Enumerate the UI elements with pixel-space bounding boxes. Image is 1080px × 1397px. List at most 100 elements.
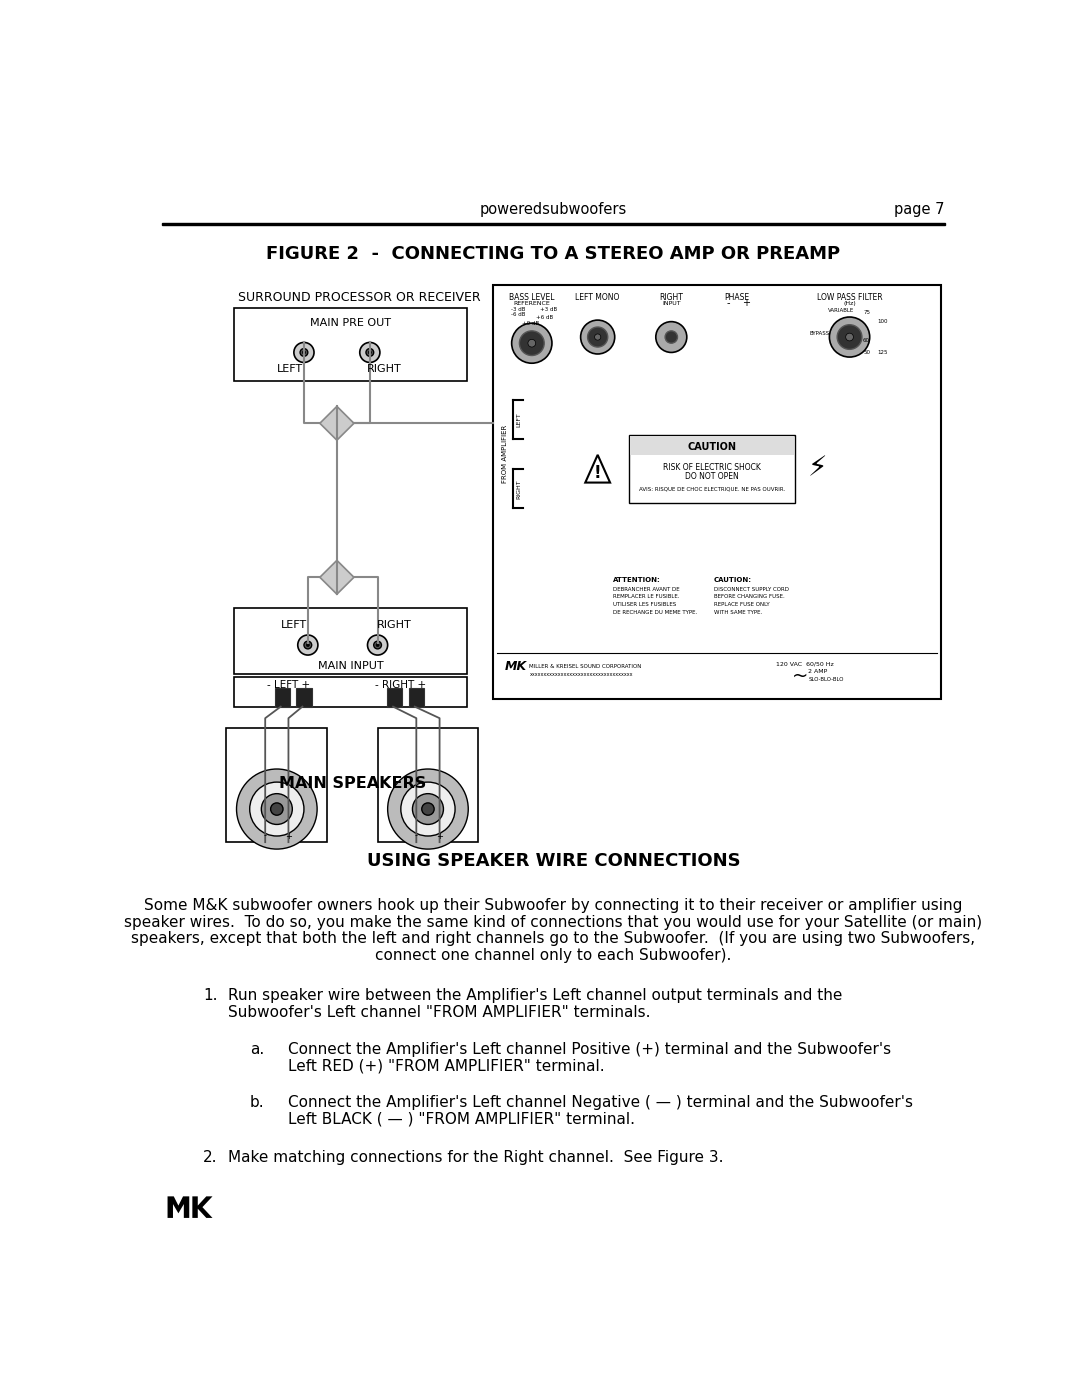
Text: 50: 50 xyxy=(863,349,870,355)
Polygon shape xyxy=(320,560,354,594)
Text: Run speaker wire between the Amplifier's Left channel output terminals and the: Run speaker wire between the Amplifier's… xyxy=(228,989,842,1003)
Text: DO NOT OPEN: DO NOT OPEN xyxy=(685,472,739,481)
Text: 60: 60 xyxy=(863,338,870,344)
Text: FROM AMPLIFIER: FROM AMPLIFIER xyxy=(502,425,509,483)
Text: 75: 75 xyxy=(863,310,870,314)
Text: LOW PASS FILTER: LOW PASS FILTER xyxy=(816,292,882,302)
Text: LEFT: LEFT xyxy=(276,365,303,374)
Text: poweredsubwoofers: poweredsubwoofers xyxy=(480,203,627,218)
Text: +6 dB: +6 dB xyxy=(537,316,554,320)
Text: MAIN INPUT: MAIN INPUT xyxy=(318,661,383,671)
Circle shape xyxy=(303,641,312,648)
Text: WITH SAME TYPE.: WITH SAME TYPE. xyxy=(714,609,762,615)
Text: -: - xyxy=(726,298,730,309)
Circle shape xyxy=(298,636,318,655)
Circle shape xyxy=(413,793,444,824)
Text: LEFT: LEFT xyxy=(281,620,307,630)
Text: -6 dB: -6 dB xyxy=(511,312,525,317)
Polygon shape xyxy=(192,1196,213,1218)
Bar xyxy=(408,689,424,707)
Text: Connect the Amplifier's Left channel Positive (+) terminal and the Subwoofer's: Connect the Amplifier's Left channel Pos… xyxy=(288,1042,892,1056)
Text: FIGURE 2  -  CONNECTING TO A STEREO AMP OR PREAMP: FIGURE 2 - CONNECTING TO A STEREO AMP OR… xyxy=(267,244,840,263)
Text: BEFORE CHANGING FUSE.: BEFORE CHANGING FUSE. xyxy=(714,594,785,599)
Bar xyxy=(162,224,945,225)
Text: 1.: 1. xyxy=(203,989,218,1003)
Text: LEFT: LEFT xyxy=(516,412,522,427)
Text: MILLER & KREISEL SOUND CORPORATION: MILLER & KREISEL SOUND CORPORATION xyxy=(529,664,642,669)
Text: 125: 125 xyxy=(877,349,888,355)
Text: -: - xyxy=(264,831,267,841)
Text: DEBRANCHER AVANT DE: DEBRANCHER AVANT DE xyxy=(613,587,679,591)
Bar xyxy=(629,434,795,503)
Bar xyxy=(234,608,467,673)
Circle shape xyxy=(294,342,314,362)
Text: BASS LEVEL: BASS LEVEL xyxy=(509,292,554,302)
Circle shape xyxy=(656,321,687,352)
Text: MAIN PRE OUT: MAIN PRE OUT xyxy=(310,319,391,328)
Text: USING SPEAKER WIRE CONNECTIONS: USING SPEAKER WIRE CONNECTIONS xyxy=(367,852,740,870)
Text: +: + xyxy=(285,831,292,841)
Text: REMPLACER LE FUSIBLE.: REMPLACER LE FUSIBLE. xyxy=(613,594,679,599)
Text: speakers, except that both the left and right channels go to the Subwoofer.  (If: speakers, except that both the left and … xyxy=(132,932,975,947)
Text: +: + xyxy=(436,831,443,841)
Text: - RIGHT +: - RIGHT + xyxy=(375,680,427,690)
Text: DE RECHANGE DU MEME TYPE.: DE RECHANGE DU MEME TYPE. xyxy=(613,609,698,615)
Text: +9 dB: +9 dB xyxy=(523,321,540,326)
Circle shape xyxy=(581,320,615,353)
Text: PHASE: PHASE xyxy=(725,292,750,302)
Text: UTILISER LES FUSIBLES: UTILISER LES FUSIBLES xyxy=(613,602,676,606)
Text: (Hz): (Hz) xyxy=(843,300,856,306)
Bar xyxy=(274,689,291,707)
Text: RIGHT: RIGHT xyxy=(660,292,684,302)
Bar xyxy=(494,285,941,698)
Bar xyxy=(378,728,478,842)
Bar xyxy=(387,689,403,707)
Circle shape xyxy=(302,351,306,353)
Circle shape xyxy=(307,644,309,647)
Text: SURROUND PROCESSOR OR RECEIVER: SURROUND PROCESSOR OR RECEIVER xyxy=(238,291,481,303)
Text: 2.: 2. xyxy=(203,1150,218,1165)
Circle shape xyxy=(261,793,293,824)
Circle shape xyxy=(388,768,469,849)
Bar xyxy=(296,689,312,707)
Text: AVIS: RISQUE DE CHOC ELECTRIQUE. NE PAS OUVRIR.: AVIS: RISQUE DE CHOC ELECTRIQUE. NE PAS … xyxy=(639,486,785,492)
Text: b.: b. xyxy=(249,1095,265,1109)
Circle shape xyxy=(595,334,600,339)
Circle shape xyxy=(367,636,388,655)
Text: MAIN SPEAKERS: MAIN SPEAKERS xyxy=(279,777,426,791)
Text: RIGHT: RIGHT xyxy=(377,620,411,630)
Text: BYPASS: BYPASS xyxy=(810,331,831,335)
Circle shape xyxy=(300,349,308,356)
Polygon shape xyxy=(167,1196,189,1218)
Circle shape xyxy=(846,334,853,341)
Polygon shape xyxy=(320,407,354,440)
Text: +3 dB: +3 dB xyxy=(540,307,556,312)
Text: SLO-BLO-BLO: SLO-BLO-BLO xyxy=(809,678,843,682)
Text: CAUTION: CAUTION xyxy=(688,441,737,453)
Text: RIGHT: RIGHT xyxy=(516,479,522,499)
Circle shape xyxy=(368,351,372,353)
Text: speaker wires.  To do so, you make the same kind of connections that you would u: speaker wires. To do so, you make the sa… xyxy=(124,915,983,929)
Circle shape xyxy=(422,803,434,816)
Text: REFERENCE: REFERENCE xyxy=(513,300,550,306)
Text: !: ! xyxy=(594,464,602,482)
Text: RIGHT: RIGHT xyxy=(366,365,401,374)
Text: ⚡: ⚡ xyxy=(807,454,827,483)
Bar xyxy=(234,678,467,707)
Text: - LEFT +: - LEFT + xyxy=(267,680,310,690)
Circle shape xyxy=(376,644,379,647)
Circle shape xyxy=(837,324,862,349)
Circle shape xyxy=(512,323,552,363)
Circle shape xyxy=(588,327,608,346)
Text: 100: 100 xyxy=(877,319,888,324)
Text: REPLACE FUSE ONLY: REPLACE FUSE ONLY xyxy=(714,602,770,606)
Text: Connect the Amplifier's Left channel Negative ( — ) terminal and the Subwoofer's: Connect the Amplifier's Left channel Neg… xyxy=(288,1095,914,1109)
Text: Left BLACK ( — ) "FROM AMPLIFIER" terminal.: Left BLACK ( — ) "FROM AMPLIFIER" termin… xyxy=(288,1112,635,1126)
Circle shape xyxy=(528,339,536,346)
Text: -3 dB: -3 dB xyxy=(511,307,525,312)
Text: MK: MK xyxy=(504,661,527,673)
Circle shape xyxy=(401,782,455,835)
Text: +: + xyxy=(742,298,751,309)
Text: RISK OF ELECTRIC SHOCK: RISK OF ELECTRIC SHOCK xyxy=(663,462,761,472)
Circle shape xyxy=(519,331,544,355)
